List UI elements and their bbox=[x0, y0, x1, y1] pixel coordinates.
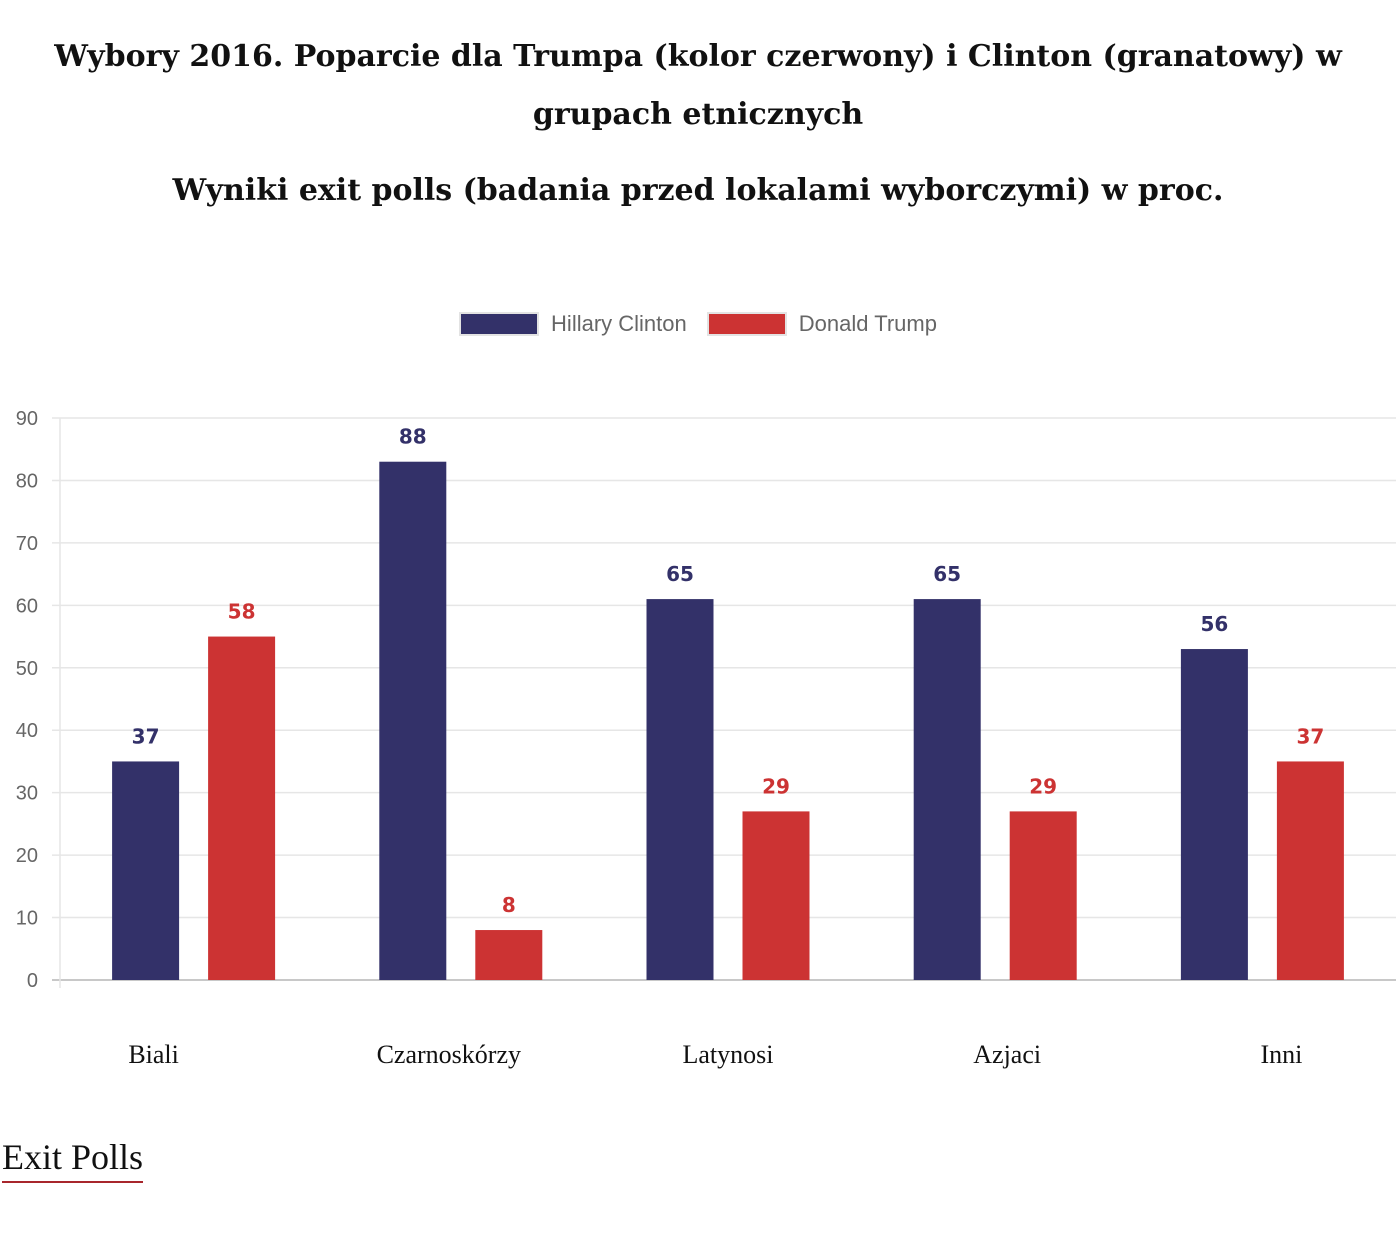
bar bbox=[742, 811, 810, 980]
data-label: 29 bbox=[1029, 774, 1057, 798]
y-tick-label: 40 bbox=[16, 720, 38, 742]
bar-chart: 01020304050607080903758Biali888Czarnoskó… bbox=[16, 408, 1396, 1069]
bar bbox=[1180, 649, 1248, 980]
chart-subtitle: Wyniki exit polls (badania przed lokalam… bbox=[172, 173, 1224, 208]
legend-label-clinton: Hillary Clinton bbox=[551, 311, 687, 336]
y-tick-label: 50 bbox=[16, 658, 38, 680]
y-tick-label: 20 bbox=[16, 845, 38, 867]
y-tick-label: 10 bbox=[16, 908, 38, 930]
y-tick-label: 60 bbox=[16, 595, 38, 617]
y-tick-label: 0 bbox=[27, 970, 38, 992]
x-tick-label: Czarnoskórzy bbox=[377, 1040, 521, 1069]
legend-swatch-clinton bbox=[459, 312, 540, 336]
x-tick-label: Inni bbox=[1260, 1040, 1302, 1069]
y-tick-label: 70 bbox=[16, 533, 38, 555]
y-tick-label: 90 bbox=[16, 408, 38, 430]
bar bbox=[646, 599, 714, 980]
data-label: 56 bbox=[1200, 612, 1228, 636]
data-label: 37 bbox=[1296, 724, 1324, 748]
bar bbox=[112, 761, 180, 980]
legend-item-clinton[interactable]: Hillary Clinton bbox=[459, 311, 687, 337]
y-tick-label: 30 bbox=[16, 783, 38, 805]
data-label: 29 bbox=[762, 774, 790, 798]
data-label: 65 bbox=[666, 562, 694, 586]
data-label: 8 bbox=[502, 893, 516, 917]
data-label: 88 bbox=[399, 425, 427, 449]
data-label: 37 bbox=[132, 724, 160, 748]
x-tick-label: Biali bbox=[128, 1040, 179, 1069]
bar bbox=[475, 930, 543, 980]
data-label: 58 bbox=[228, 600, 256, 624]
bar bbox=[208, 636, 276, 980]
bar bbox=[913, 599, 981, 980]
chart-title: Wybory 2016. Poparcie dla Trumpa (kolor … bbox=[54, 39, 1342, 132]
chart-legend: Hillary Clinton Donald Trump bbox=[0, 311, 1396, 337]
x-tick-label: Azjaci bbox=[973, 1040, 1041, 1069]
y-tick-label: 80 bbox=[16, 470, 38, 492]
legend-label-trump: Donald Trump bbox=[798, 311, 937, 336]
data-label: 65 bbox=[933, 562, 961, 586]
legend-swatch-trump bbox=[706, 312, 787, 336]
bar bbox=[379, 461, 447, 980]
exit-polls-link[interactable]: Exit Polls bbox=[2, 1135, 144, 1183]
bar bbox=[1009, 811, 1077, 980]
bar bbox=[1276, 761, 1344, 980]
legend-item-trump[interactable]: Donald Trump bbox=[706, 311, 937, 337]
x-tick-label: Latynosi bbox=[683, 1040, 774, 1069]
